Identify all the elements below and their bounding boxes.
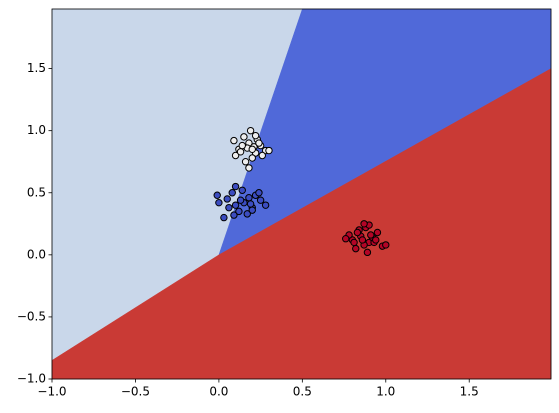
point (240, 133, 248, 141)
plot-frame (51, 8, 552, 380)
point (255, 189, 263, 197)
point (350, 238, 358, 247)
point (358, 236, 367, 244)
point (382, 241, 390, 249)
point (245, 164, 253, 172)
point (231, 151, 240, 160)
point (261, 201, 270, 209)
point (360, 220, 368, 228)
point (246, 126, 255, 135)
point (225, 203, 233, 212)
point (235, 207, 243, 216)
point (238, 141, 246, 150)
point (236, 196, 245, 204)
point (258, 151, 266, 160)
x-tick-label: 1.5 (460, 385, 479, 399)
point (248, 154, 256, 162)
point (265, 146, 273, 155)
point (246, 200, 255, 208)
point (236, 148, 245, 156)
point (231, 201, 240, 209)
point (248, 206, 256, 214)
point (241, 158, 250, 166)
point (251, 131, 260, 140)
point (228, 189, 236, 197)
point (215, 198, 223, 207)
point (220, 213, 228, 222)
y-tick-label: −1.0 (17, 372, 46, 386)
point (231, 182, 240, 191)
point (352, 244, 360, 253)
y-tick-label: −0.5 (17, 309, 46, 323)
y-tick-label: 1.5 (27, 61, 46, 75)
point (213, 191, 221, 199)
point (238, 186, 246, 194)
point (256, 196, 265, 204)
point (372, 236, 380, 244)
x-tick-label: −1.0 (37, 385, 66, 399)
y-tick-label: 1.0 (27, 123, 46, 137)
point (373, 228, 382, 237)
point (255, 139, 263, 147)
y-tick-label: 0.0 (27, 247, 46, 261)
point (248, 145, 256, 154)
point (230, 211, 238, 219)
x-tick-label: −0.5 (121, 385, 150, 399)
point (367, 231, 375, 239)
point (245, 194, 253, 202)
point (342, 234, 350, 243)
point (353, 228, 362, 237)
point (363, 248, 372, 257)
x-tick-label: 0.0 (209, 385, 228, 399)
y-tick-label: 0.5 (27, 185, 46, 199)
x-tick-label: 1.0 (376, 385, 395, 399)
point (243, 210, 251, 218)
x-tick-label: 0.5 (293, 385, 312, 399)
point (223, 195, 231, 203)
point (230, 136, 238, 145)
